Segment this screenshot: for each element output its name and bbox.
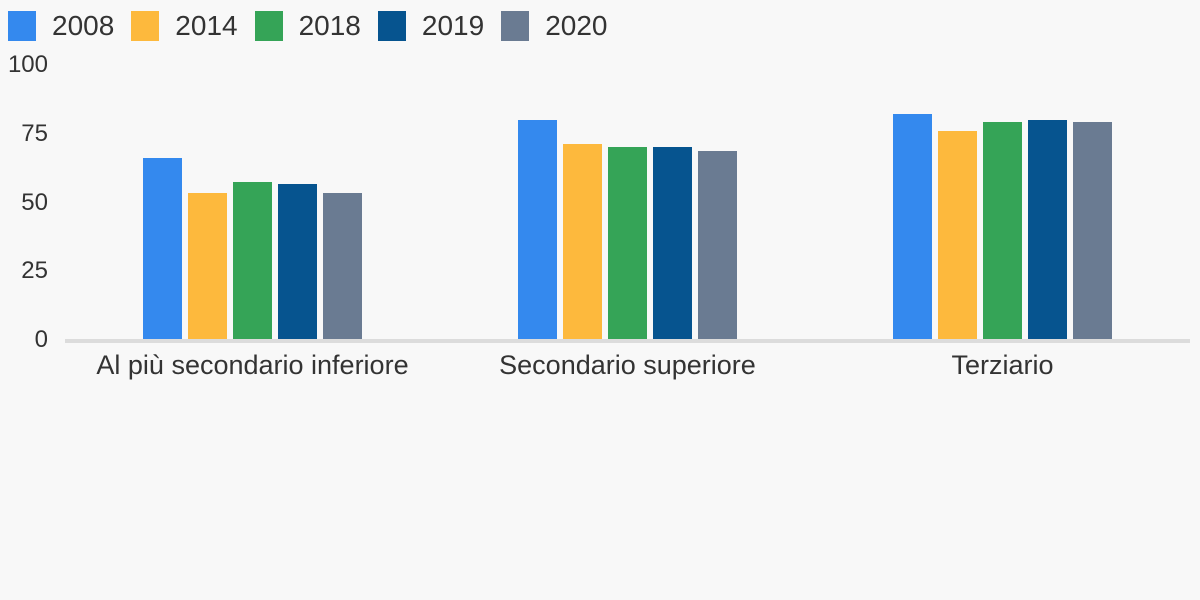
- legend-item: 2018: [254, 9, 361, 43]
- bar-2019: [653, 146, 692, 339]
- legend-swatch: [377, 11, 406, 41]
- legend-label: 2014: [175, 10, 238, 41]
- bar-2020: [698, 150, 737, 339]
- legend-item: 2014: [131, 9, 238, 43]
- bar-2018: [608, 146, 647, 339]
- legend-label: 2019: [421, 10, 485, 41]
- legend-label: 2018: [298, 10, 361, 41]
- legend-swatch: [131, 11, 160, 41]
- plot-area: [65, 64, 1190, 339]
- x-category-label: Al più secondario inferiore: [96, 350, 409, 380]
- bar-2008: [893, 113, 932, 339]
- bar-2019: [278, 183, 317, 339]
- x-category-label: Terziario: [951, 350, 1054, 380]
- bar-2018: [983, 121, 1022, 339]
- bar-2014: [563, 143, 602, 339]
- bar-group: [65, 64, 440, 339]
- y-axis-tick-label: 50: [21, 188, 48, 216]
- legend-item: 2008: [8, 9, 114, 43]
- y-axis-tick-label: 100: [7, 51, 48, 78]
- x-axis-labels: Al più secondario inferiore Secondario su…: [65, 349, 1190, 381]
- legend-item: 2019: [377, 9, 485, 43]
- legend-swatch: [254, 11, 283, 41]
- legend-label: 2020: [545, 10, 608, 41]
- bar-group: [815, 64, 1190, 339]
- bar-2008: [143, 157, 182, 339]
- bar-2020: [323, 193, 362, 339]
- bar-2008: [518, 120, 557, 339]
- bar-2018: [233, 182, 272, 339]
- legend-swatch: [8, 11, 36, 41]
- bar-2014: [938, 131, 977, 339]
- bar-2020: [1073, 121, 1112, 339]
- y-axis-tick-label: 0: [34, 326, 48, 353]
- legend-label: 2008: [52, 10, 115, 41]
- legend-item: 2020: [501, 9, 607, 43]
- y-axis-tick-label: 75: [21, 119, 48, 147]
- bar-2014: [188, 193, 227, 339]
- bar-2019: [1028, 120, 1067, 339]
- x-axis-line: [65, 339, 1190, 343]
- y-axis-tick-label: 25: [21, 257, 48, 285]
- bar-group: [440, 64, 815, 339]
- chart-legend: 2008 2014 2018 2019 2020: [8, 9, 624, 43]
- x-category-label: Secondario superiore: [499, 350, 756, 380]
- legend-swatch: [501, 11, 530, 41]
